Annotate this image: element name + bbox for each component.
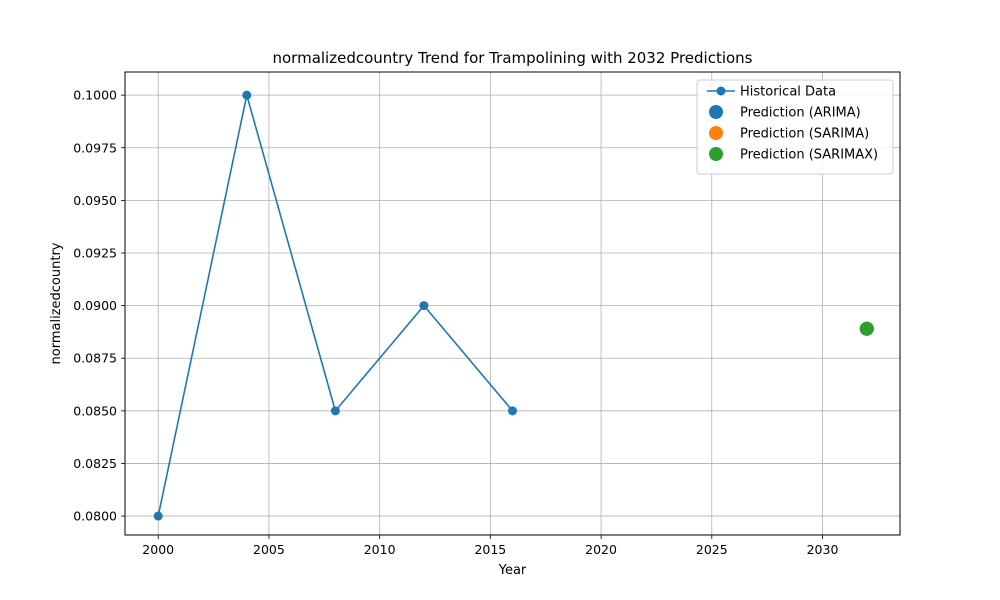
x-tick-label: 2030 [807,542,839,557]
legend-item: Prediction (SARIMA) [709,126,869,142]
x-tick-label: 2025 [696,542,728,557]
series-layer [153,90,874,521]
y-tick-label: 0.0800 [73,509,117,524]
data-point [242,90,252,100]
y-tick-label: 0.0850 [73,403,117,418]
legend-label: Prediction (SARIMA) [740,127,869,142]
y-tick-label: 0.1000 [73,88,117,103]
legend-label: Historical Data [740,85,836,100]
y-axis: 0.0800 0.0825 0.0850 0.0875 0.0900 0.0925 0.09… [73,88,125,524]
y-tick-label: 0.0875 [73,351,117,366]
y-tick-label: 0.0975 [73,140,117,155]
chart-title: normalizedcountry Trend for Trampolining… [273,49,753,67]
legend-label: Prediction (SARIMAX) [740,148,878,163]
x-tick-label: 2010 [364,542,396,557]
x-axis: 2000 2005 2010 2015 2020 2025 2030 [142,535,838,557]
x-axis-label: Year [498,563,527,578]
legend-box [696,79,894,175]
data-point [419,301,429,311]
prediction-point [859,321,874,336]
x-tick-label: 2000 [142,542,174,557]
legend-marker [709,147,723,161]
y-axis-label: normalizedcountry [49,242,64,364]
x-tick-label: 2020 [585,542,617,557]
y-tick-label: 0.0950 [73,193,117,208]
legend-item: Historical Data [707,85,836,100]
legend-marker [716,86,726,96]
y-tick-label: 0.0900 [73,298,117,313]
legend-item: Prediction (SARIMAX) [709,147,878,163]
data-point [330,406,340,416]
legend-item: Prediction (ARIMA) [709,105,861,121]
x-tick-label: 2015 [474,542,506,557]
y-tick-label: 0.0925 [73,245,117,260]
legend: Historical Data Prediction (ARIMA) Predict… [696,79,894,175]
plot-frame [124,71,901,536]
data-point [508,406,517,416]
y-tick-label: 0.0825 [73,456,117,471]
series-4 [859,321,874,336]
legend-marker [709,126,723,140]
legend-marker [709,105,723,119]
x-tick-label: 2005 [253,542,285,557]
series-1 [153,90,517,521]
data-point [153,511,163,521]
legend-label: Prediction (ARIMA) [740,106,861,121]
